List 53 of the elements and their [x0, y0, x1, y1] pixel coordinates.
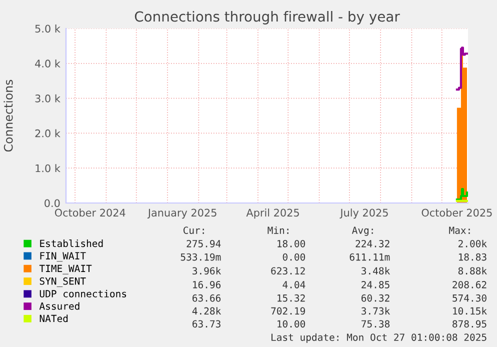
text: 611.11m — [350, 253, 390, 261]
text: 878.95 — [452, 320, 486, 328]
text: Avg: — [352, 226, 373, 236]
x-tick-label: April 2025 — [246, 208, 299, 219]
text: 574.30 — [452, 294, 486, 302]
text: 3.96k — [192, 267, 222, 275]
text: 208.62 — [452, 281, 486, 288]
x-tick-label: January 2025 — [147, 208, 216, 219]
legend-label: Assured — [39, 302, 80, 310]
text: 18.00 — [278, 240, 306, 248]
text: 533.19m — [180, 253, 221, 261]
text: Cur: — [184, 226, 204, 234]
text: 8.88k — [458, 267, 487, 275]
text: 24.85 — [362, 281, 390, 288]
text: Last update: Mon Oct 27 01:00:08 2025 — [272, 333, 486, 343]
text: 60.32 — [362, 294, 390, 302]
legend-label: SYN_SENT — [40, 277, 86, 287]
text: 63.66 — [192, 294, 221, 302]
text: 3.73k — [362, 307, 390, 315]
text: 224.32 — [356, 240, 390, 248]
chart-title: Connections through firewall - by year — [134, 11, 400, 24]
text: 275.94 — [186, 240, 221, 248]
legend-label: Established — [40, 240, 103, 248]
text: 10.00 — [278, 320, 306, 328]
text: 16.96 — [193, 281, 221, 288]
text: 3.48k — [362, 267, 390, 275]
text: Min: — [268, 226, 288, 234]
y-tick-label: 1.0 k — [36, 164, 60, 172]
legend-label: UDP connections — [40, 290, 126, 298]
y-axis-title: Connections — [4, 80, 13, 152]
text: 10.15k — [453, 307, 487, 315]
y-tick-label: 4.0 k — [35, 59, 60, 68]
text: 4.04 — [282, 281, 306, 288]
text: 63.73 — [192, 320, 220, 328]
text: 18.83 — [458, 253, 486, 261]
x-tick-label: July 2025 — [340, 208, 388, 219]
text: Max: — [449, 226, 470, 234]
text: 15.32 — [278, 294, 305, 302]
legend-label: TIME_WAIT — [39, 264, 92, 274]
y-tick-label: 2.0 k — [35, 129, 60, 138]
text: 623.12 — [271, 267, 305, 275]
x-tick-label: October 2024 — [54, 208, 126, 217]
text: 75.38 — [362, 320, 390, 328]
x-tick-label: October 2025 — [422, 208, 492, 217]
text: 0.00 — [282, 253, 306, 261]
y-tick-label: 3.0 k — [35, 94, 60, 102]
legend-label: FIN_WAIT — [40, 252, 86, 262]
y-tick-label: 0.0 — [44, 199, 60, 208]
text: 2.00k — [458, 240, 487, 248]
text: 4.28k — [192, 307, 222, 315]
legend-label: NATed — [40, 314, 68, 322]
y-tick-label: 5.0 k — [35, 24, 60, 33]
text: 702.19 — [271, 307, 305, 315]
